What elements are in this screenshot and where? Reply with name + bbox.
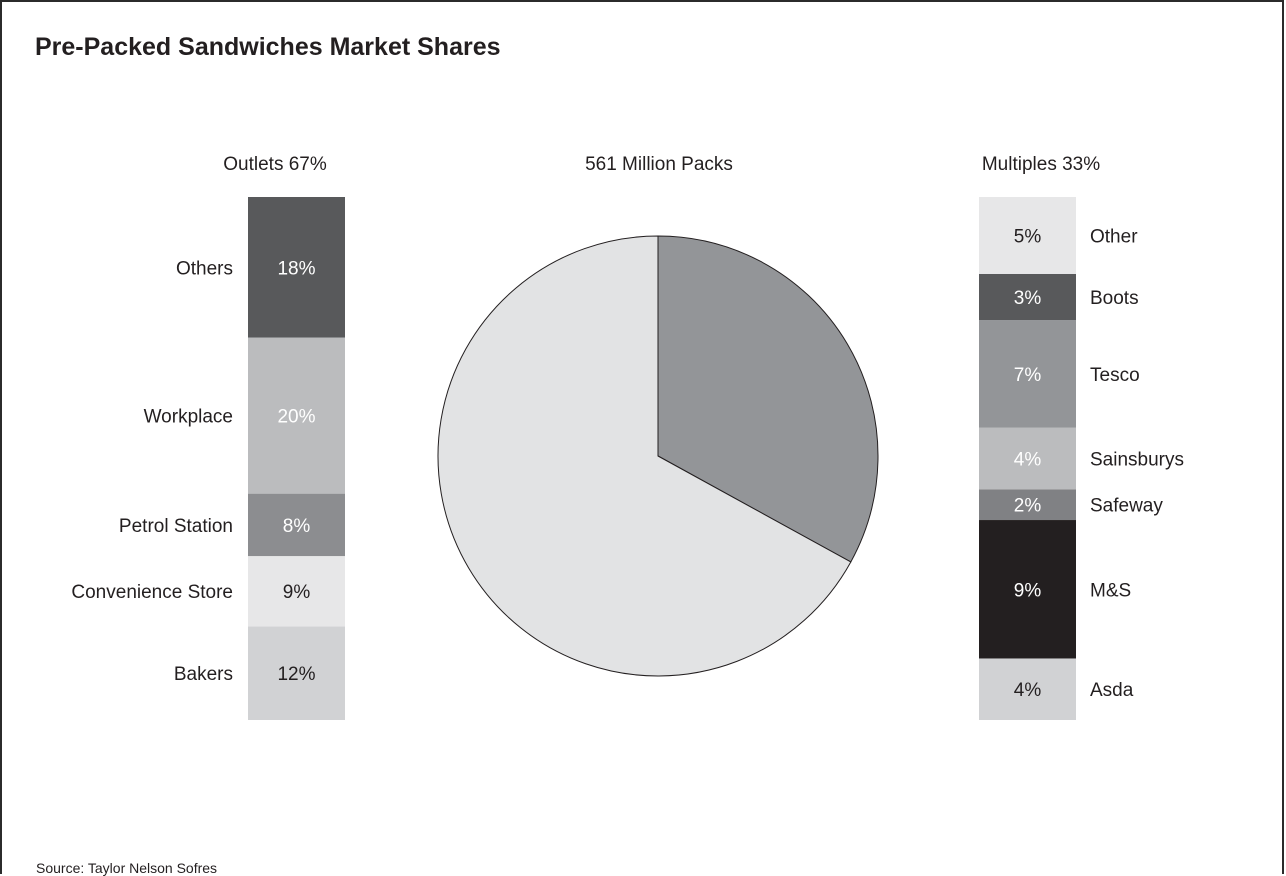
category-label-asda: Asda: [1090, 680, 1134, 701]
value-label-asda: 4%: [1014, 680, 1042, 701]
chart-title: Pre-Packed Sandwiches Market Shares: [35, 33, 501, 61]
category-label-others: Others: [176, 258, 233, 279]
category-label-m-s: M&S: [1090, 580, 1131, 601]
value-label-tesco: 7%: [1014, 365, 1042, 386]
segment-petrol-station: [248, 493, 345, 557]
segment-safeway: [979, 489, 1076, 521]
segment-convenience-store: [248, 556, 345, 627]
segment-tesco: [979, 320, 1076, 428]
source-note: Source: Taylor Nelson Sofres: [36, 860, 218, 876]
value-label-sainsburys: 4%: [1014, 450, 1042, 471]
outlets-bar-title: Outlets 67%: [223, 154, 327, 175]
segment-other: [979, 197, 1076, 274]
multiples-bar-title: Multiples 33%: [982, 154, 1100, 175]
value-label-convenience-store: 9%: [283, 582, 311, 603]
segment-others: [248, 197, 345, 338]
value-label-petrol-station: 8%: [283, 516, 311, 537]
value-label-safeway: 2%: [1014, 496, 1042, 517]
segment-asda: [979, 658, 1076, 720]
category-label-convenience-store: Convenience Store: [71, 582, 233, 603]
category-label-safeway: Safeway: [1090, 496, 1163, 517]
segment-boots: [979, 273, 1076, 321]
value-label-boots: 3%: [1014, 288, 1042, 309]
category-label-workplace: Workplace: [144, 407, 233, 428]
value-label-m-s: 9%: [1014, 580, 1042, 601]
value-label-others: 18%: [277, 258, 315, 279]
category-label-bakers: Bakers: [174, 664, 233, 685]
pie-title: 561 Million Packs: [585, 154, 733, 175]
pie-chart: [437, 235, 879, 677]
category-label-tesco: Tesco: [1090, 365, 1140, 386]
multiples-stacked-bar: 4% Asda 9% M&S 2% Safeway 4% Sainsburys 7% Tesco 3…: [979, 197, 1184, 720]
segment-m-s: [979, 520, 1076, 659]
pie-slice-outlets: [437, 235, 852, 677]
category-label-other: Other: [1090, 226, 1138, 247]
category-label-sainsburys: Sainsburys: [1090, 450, 1184, 471]
value-label-bakers: 12%: [277, 664, 315, 685]
pie-slice-multiples: [657, 235, 879, 563]
category-label-petrol-station: Petrol Station: [119, 516, 233, 537]
value-label-other: 5%: [1014, 226, 1042, 247]
segment-sainsburys: [979, 427, 1076, 490]
segment-workplace: [248, 337, 345, 494]
outlets-stacked-bar: 12% Bakers 9% Convenience Store 8% Petrol Sta…: [71, 197, 345, 720]
category-label-boots: Boots: [1090, 288, 1139, 309]
segment-bakers: [248, 626, 345, 720]
value-label-workplace: 20%: [277, 407, 315, 428]
